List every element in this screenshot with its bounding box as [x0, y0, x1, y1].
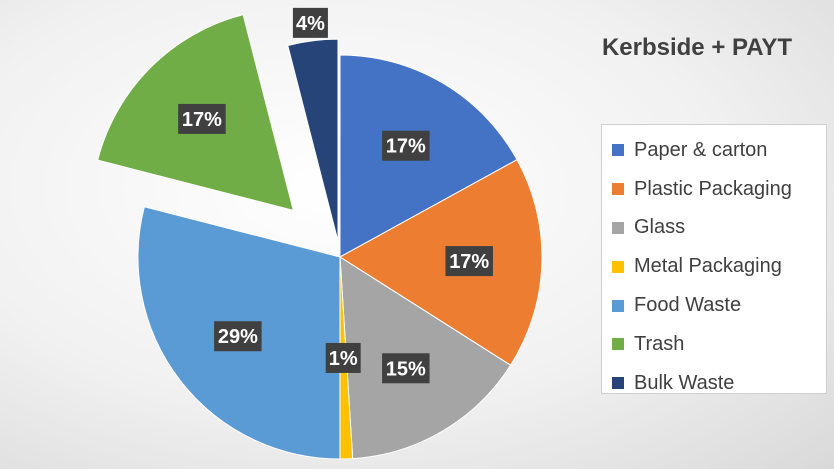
data-label-text: 15% [386, 358, 426, 380]
legend-label: Food Waste [634, 294, 742, 317]
legend-swatch [612, 183, 624, 196]
legend-item-metal-packaging: Metal Packaging [602, 247, 826, 286]
data-label-text: 29% [218, 326, 258, 348]
data-label-text: 17% [386, 136, 426, 158]
legend-swatch [612, 221, 624, 234]
legend-item-trash: Trash [602, 325, 826, 364]
data-label-text: 1% [329, 348, 358, 370]
legend-item-glass: Glass [602, 209, 826, 248]
data-label-plastic-packaging: 17% [445, 246, 493, 277]
legend-label: Plastic Packaging [634, 177, 792, 200]
legend-label: Paper & carton [634, 138, 768, 161]
legend-label: Glass [634, 216, 686, 239]
legend-label: Bulk Waste [634, 371, 735, 394]
legend-item-bulk-waste: Bulk Waste [602, 364, 826, 403]
data-label-box [325, 342, 361, 373]
legend-item-paper-carton: Paper & carton [602, 131, 826, 170]
legend-swatch [612, 144, 624, 157]
legend-swatch [612, 338, 624, 351]
data-label-glass: 15% [382, 353, 430, 384]
legend-swatch [612, 377, 624, 390]
data-label-box [382, 130, 430, 161]
data-label-trash: 17% [178, 103, 226, 134]
chart-title: Kerbside + PAYT [601, 34, 793, 61]
data-label-box [178, 103, 226, 134]
data-label-bulk-waste: 4% [292, 7, 328, 38]
legend-label: Trash [634, 332, 685, 355]
chart-legend: Paper & carton Plastic Packaging Glass Meta… [601, 124, 827, 394]
data-label-box [292, 7, 328, 38]
data-label-metal-packaging: 1% [325, 342, 361, 373]
pie-slice-bulk-waste [287, 38, 339, 242]
data-label-text: 17% [182, 109, 222, 131]
legend-label: Metal Packaging [634, 255, 782, 278]
legend-swatch [612, 299, 624, 312]
data-label-box [382, 353, 430, 384]
data-label-food-waste: 29% [214, 321, 262, 352]
pie-slice-plastic-packaging [339, 159, 543, 366]
data-label-paper-carton: 17% [382, 130, 430, 161]
data-label-box [214, 321, 262, 352]
legend-swatch [612, 260, 624, 273]
legend-item-plastic-packaging: Plastic Packaging [602, 170, 826, 209]
legend-item-food-waste: Food Waste [602, 286, 826, 325]
data-label-text: 4% [296, 13, 325, 35]
data-label-text: 17% [449, 251, 489, 273]
data-label-box [445, 246, 493, 277]
